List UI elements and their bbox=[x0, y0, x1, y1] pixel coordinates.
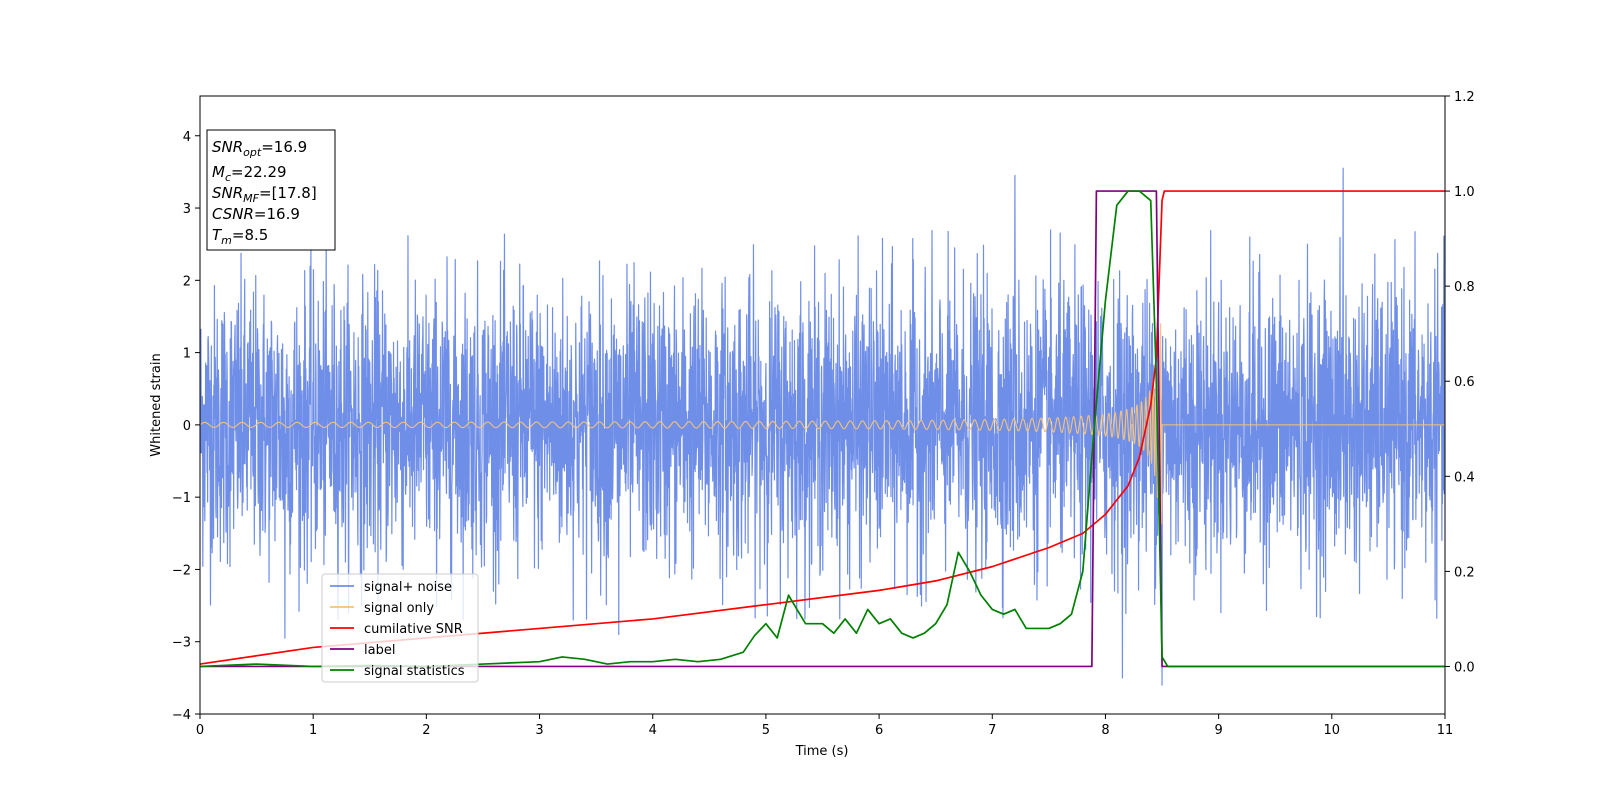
legend: signal+ noise signal only cumilative SNR la… bbox=[321, 573, 479, 683]
y2-tick-label: 1.0 bbox=[1454, 185, 1475, 200]
x-tick-label: 4 bbox=[649, 723, 657, 738]
x-tick-label: 1 bbox=[309, 723, 317, 738]
x-tick-label: 8 bbox=[1101, 723, 1109, 738]
y-axis-label: Whitened strain bbox=[149, 353, 164, 456]
x-tick-label: 6 bbox=[875, 723, 883, 738]
info-line: CSNR=16.9 bbox=[212, 205, 300, 223]
legend-entry: cumilative SNR bbox=[364, 622, 463, 637]
series-line-signal-noise bbox=[200, 167, 1445, 686]
legend-entry: signal only bbox=[364, 601, 434, 616]
y-tick-label: −1 bbox=[172, 491, 191, 506]
x-tick-label: 7 bbox=[988, 723, 996, 738]
x-tick-label: 5 bbox=[762, 723, 770, 738]
y-tick-label: 4 bbox=[183, 130, 191, 145]
info-box: SNRopt=16.9 Mc=22.29SNRMF=[17.8]CSNR=16.9… bbox=[206, 129, 336, 251]
info-box-frame bbox=[206, 129, 336, 251]
legend-entry: signal statistics bbox=[364, 664, 465, 679]
x-axis: 0 1 2 3 4 5 6 7 8 9 10 11 bbox=[196, 714, 1453, 738]
y2-tick-label: 0.4 bbox=[1454, 470, 1475, 485]
x-axis-label: Time (s) bbox=[795, 744, 849, 759]
x-tick-label: 2 bbox=[422, 723, 430, 738]
y-tick-label: 1 bbox=[183, 347, 191, 362]
y-tick-label: −4 bbox=[172, 708, 191, 723]
y-tick-label: −2 bbox=[172, 563, 191, 578]
y-axis-right: 0.0 0.2 0.4 0.6 0.8 1.0 1.2 bbox=[1445, 90, 1475, 675]
series-line-signal-only bbox=[200, 323, 1445, 526]
y2-tick-label: 0.8 bbox=[1454, 280, 1475, 295]
x-tick-label: 10 bbox=[1324, 723, 1341, 738]
y-tick-label: 2 bbox=[183, 274, 191, 289]
y2-tick-label: 0.2 bbox=[1454, 565, 1475, 580]
legend-entry: signal+ noise bbox=[364, 580, 452, 595]
legend-entry: label bbox=[364, 643, 395, 658]
y-axis-left: −4 −3 −2 −1 0 1 2 3 4 bbox=[172, 130, 200, 723]
legend-frame bbox=[321, 573, 479, 683]
info-line: SNRopt=16.9 bbox=[212, 138, 307, 159]
info-line: SNRMF=[17.8] bbox=[212, 184, 317, 205]
y-tick-label: −3 bbox=[172, 636, 191, 651]
series-layer bbox=[200, 167, 1445, 686]
x-tick-label: 0 bbox=[196, 723, 204, 738]
y-tick-label: 0 bbox=[183, 419, 191, 434]
y-tick-label: 3 bbox=[183, 202, 191, 217]
info-line: Tm=8.5 bbox=[212, 226, 268, 247]
y2-tick-label: 0.6 bbox=[1454, 375, 1475, 390]
plot-frame bbox=[199, 95, 1446, 715]
y2-tick-label: 1.2 bbox=[1454, 90, 1475, 105]
series-line-signal-statistics bbox=[200, 190, 1445, 668]
x-tick-label: 3 bbox=[535, 723, 543, 738]
x-tick-label: 9 bbox=[1214, 723, 1222, 738]
x-tick-label: 11 bbox=[1437, 723, 1454, 738]
info-line: Mc=22.29 bbox=[212, 163, 287, 184]
y2-tick-label: 0.0 bbox=[1454, 660, 1475, 675]
